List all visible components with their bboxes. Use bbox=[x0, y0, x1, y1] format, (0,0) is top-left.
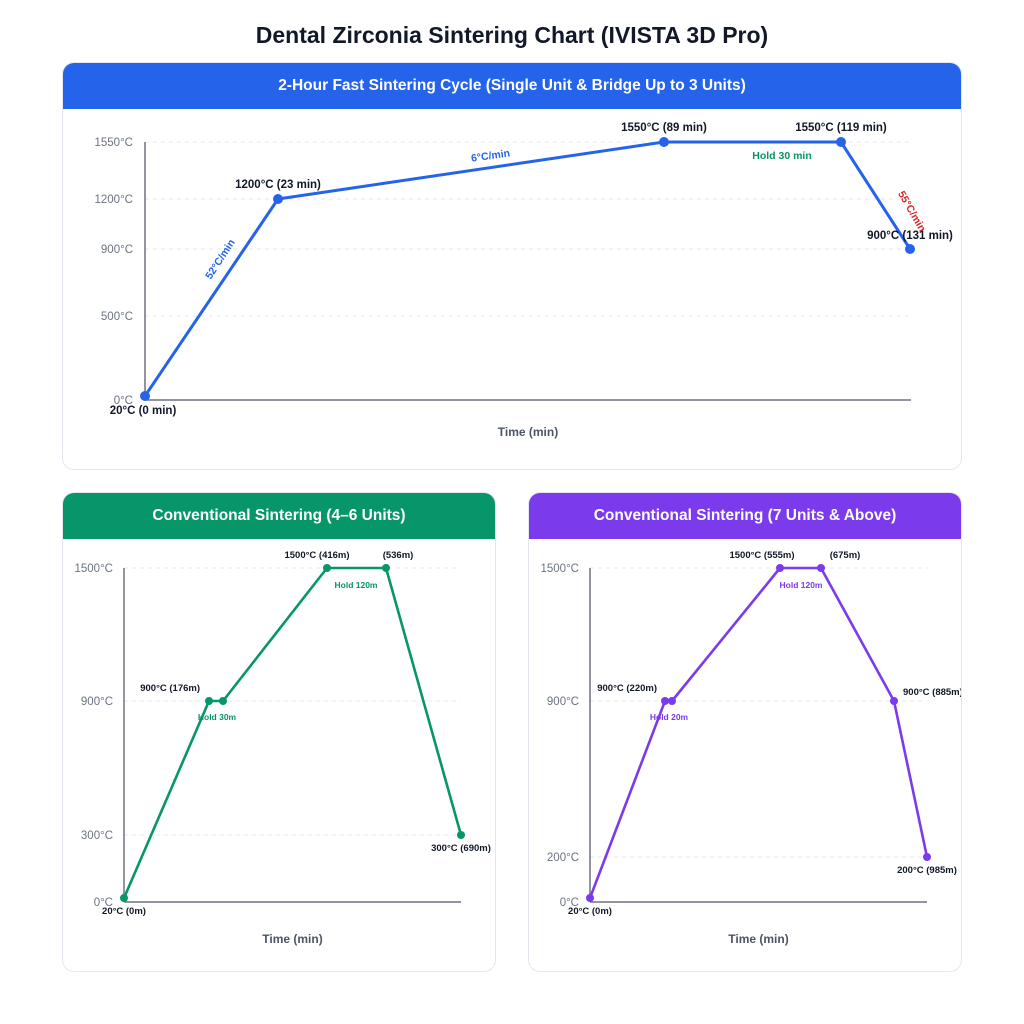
data-point bbox=[205, 697, 213, 705]
data-label: 20°C (0m) bbox=[568, 906, 612, 917]
y-tick-label: 200°C bbox=[547, 852, 579, 864]
fast-cycle-header: 2-Hour Fast Sintering Cycle (Single Unit… bbox=[63, 63, 961, 109]
data-point bbox=[659, 137, 669, 147]
annotation-label: Hold 30m bbox=[198, 712, 237, 722]
data-point bbox=[668, 697, 676, 705]
annotation-label: 6°C/min bbox=[470, 147, 511, 164]
data-point bbox=[661, 697, 669, 705]
data-point bbox=[140, 391, 150, 401]
data-point bbox=[273, 194, 283, 204]
conventional-7-card: Conventional Sintering (7 Units & Above)… bbox=[528, 492, 962, 972]
data-point bbox=[219, 697, 227, 705]
data-label: 900°C (176m) bbox=[140, 683, 200, 694]
y-tick-label: 0°C bbox=[114, 395, 133, 407]
fast-cycle-card: 2-Hour Fast Sintering Cycle (Single Unit… bbox=[62, 62, 962, 470]
data-label: 1550°C (119 min) bbox=[795, 122, 887, 134]
y-tick-label: 0°C bbox=[560, 897, 579, 909]
y-tick-label: 1550°C bbox=[95, 137, 134, 149]
y-tick-label: 900°C bbox=[101, 244, 133, 256]
data-point bbox=[817, 564, 825, 572]
annotation-label: Hold 120m bbox=[335, 580, 378, 590]
data-point bbox=[586, 894, 594, 902]
data-label: 900°C (220m) bbox=[597, 683, 657, 694]
data-label: (536m) bbox=[383, 550, 414, 561]
data-label: 20°C (0m) bbox=[102, 906, 146, 917]
data-label: 1500°C (416m) bbox=[284, 550, 349, 561]
x-axis-title: Time (min) bbox=[498, 425, 558, 439]
series-line bbox=[588, 566, 929, 900]
y-tick-label: 500°C bbox=[101, 311, 133, 323]
data-label: 20°C (0 min) bbox=[110, 405, 177, 417]
annotation-label: 55°C/min bbox=[895, 189, 928, 234]
data-label: 900°C (885m) bbox=[903, 687, 962, 698]
conventional-7-header: Conventional Sintering (7 Units & Above) bbox=[529, 493, 961, 539]
conventional-4-6-header: Conventional Sintering (4–6 Units) bbox=[63, 493, 495, 539]
page-title: Dental Zirconia Sintering Chart (IVISTA … bbox=[255, 22, 769, 48]
data-point bbox=[905, 244, 915, 254]
data-label: 300°C (690m) bbox=[431, 843, 491, 854]
x-axis-title: Time (min) bbox=[262, 932, 322, 946]
annotation-label: 52°C/min bbox=[203, 237, 238, 281]
annotation-label: Hold 20m bbox=[650, 712, 689, 722]
conventional-4-6-chart: 0°C 300°C 900°C 1500°C Time (min) 20°C (0m) 90… bbox=[75, 550, 491, 946]
data-point bbox=[382, 564, 390, 572]
y-tick-label: 1200°C bbox=[95, 194, 134, 206]
conventional-4-6-card: Conventional Sintering (4–6 Units) 0°C 30… bbox=[62, 492, 496, 972]
data-point bbox=[890, 697, 898, 705]
data-label: 1550°C (89 min) bbox=[621, 122, 707, 134]
data-point bbox=[120, 894, 128, 902]
y-tick-label: 900°C bbox=[547, 696, 579, 708]
y-tick-label: 1500°C bbox=[75, 563, 114, 575]
y-tick-label: 1500°C bbox=[541, 563, 580, 575]
data-point bbox=[323, 564, 331, 572]
data-point bbox=[836, 137, 846, 147]
data-point bbox=[457, 831, 465, 839]
conventional-7-chart: 0°C 200°C 900°C 1500°C Time (min) 20°C (0m) 90… bbox=[541, 550, 962, 946]
data-label: 1200°C (23 min) bbox=[235, 179, 321, 191]
y-tick-label: 0°C bbox=[94, 897, 113, 909]
fast-cycle-chart: 0°C 500°C 900°C 1200°C 1550°C Time (min) 20°C … bbox=[95, 122, 954, 439]
series-line bbox=[122, 566, 463, 900]
data-label: 900°C (131 min) bbox=[867, 230, 953, 242]
annotation-label: Hold 30 min bbox=[752, 150, 812, 162]
annotation-label: Hold 120m bbox=[780, 580, 823, 590]
y-tick-label: 900°C bbox=[81, 696, 113, 708]
data-label: 1500°C (555m) bbox=[729, 550, 794, 561]
y-tick-label: 300°C bbox=[81, 830, 113, 842]
data-label: 200°C (985m) bbox=[897, 865, 957, 876]
x-axis-title: Time (min) bbox=[728, 932, 788, 946]
data-label: (675m) bbox=[830, 550, 861, 561]
data-point bbox=[776, 564, 784, 572]
data-point bbox=[923, 853, 931, 861]
